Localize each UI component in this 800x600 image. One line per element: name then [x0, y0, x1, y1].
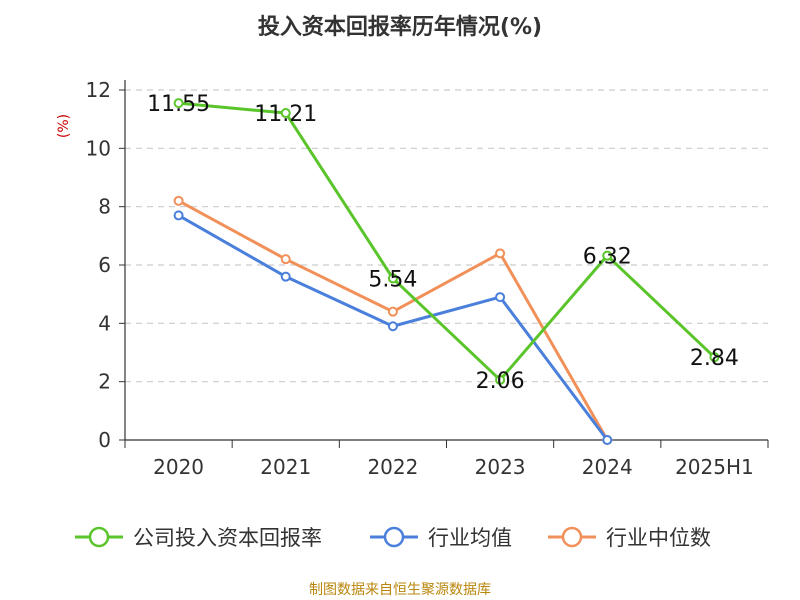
data-point-industry_median — [173, 195, 184, 206]
data-point-company — [709, 352, 720, 363]
chart-title: 投入资本回报率历年情况(%) — [258, 14, 542, 40]
data-point-industry_avg — [387, 321, 398, 332]
data-point-company — [495, 374, 506, 385]
y-tick-label: 12 — [86, 78, 111, 102]
x-tick-label: 2021 — [260, 455, 311, 479]
y-tick-label: 2 — [98, 370, 111, 394]
legend-label: 公司投入资本回报率 — [133, 526, 322, 550]
data-point-industry_avg — [495, 292, 506, 303]
x-tick-label: 2022 — [367, 455, 418, 479]
grid-lines — [125, 89, 768, 383]
legend-marker — [383, 526, 405, 548]
data-point-company — [173, 98, 184, 109]
data-point-industry_median — [280, 254, 291, 265]
series-line-industry_median — [177, 199, 609, 441]
y-tick-label: 8 — [98, 195, 111, 219]
data-label: 5.54 — [368, 267, 417, 292]
data-label: 11.21 — [254, 102, 317, 127]
y-tick-label: 4 — [98, 311, 111, 335]
legend[interactable]: 公司投入资本回报率 行业均值 行业中位数 — [75, 526, 711, 550]
data-label: 6.32 — [583, 245, 632, 270]
data-point-company — [387, 273, 398, 284]
data-label: 2.84 — [690, 346, 739, 371]
legend-marker — [88, 526, 110, 548]
data-label: 11.55 — [147, 92, 210, 117]
legend-label: 行业均值 — [428, 526, 512, 550]
x-tick-label: 2023 — [475, 455, 526, 479]
y-tick-label: 10 — [86, 136, 111, 160]
data-point-industry_avg — [602, 435, 613, 445]
legend-item-industry_avg[interactable]: 行业均值 — [370, 526, 512, 550]
legend-item-industry_median[interactable]: 行业中位数 — [548, 526, 711, 550]
data-point-industry_median — [495, 248, 506, 259]
data-point-industry_avg — [280, 271, 291, 282]
legend-label: 行业中位数 — [606, 526, 711, 550]
series-lines — [173, 98, 720, 445]
x-tick-label: 2024 — [582, 455, 633, 479]
data-point-industry_median — [387, 306, 398, 317]
legend-item-company[interactable]: 公司投入资本回报率 — [75, 526, 322, 550]
y-tick-label: 0 — [98, 428, 111, 452]
data-label: 2.06 — [476, 369, 525, 394]
data-point-company — [602, 250, 613, 261]
y-axis-label: (%) — [56, 114, 72, 138]
x-tick-label: 2025H1 — [675, 455, 754, 479]
data-labels: 11.55 11.21 5.54 2.06 6.32 2.84 — [147, 92, 739, 394]
data-point-industry_avg — [173, 210, 184, 221]
x-tick-label: 2020 — [153, 455, 204, 479]
y-tick-label: 6 — [98, 253, 111, 277]
data-point-company — [280, 108, 291, 119]
source-note: 制图数据来自恒生聚源数据库 — [309, 582, 491, 598]
series-line-company — [178, 101, 716, 382]
axes: 0 2 4 6 8 10 12 2020 2021 2022 2023 2024 2025H1 — [86, 78, 769, 479]
legend-marker — [561, 526, 583, 548]
